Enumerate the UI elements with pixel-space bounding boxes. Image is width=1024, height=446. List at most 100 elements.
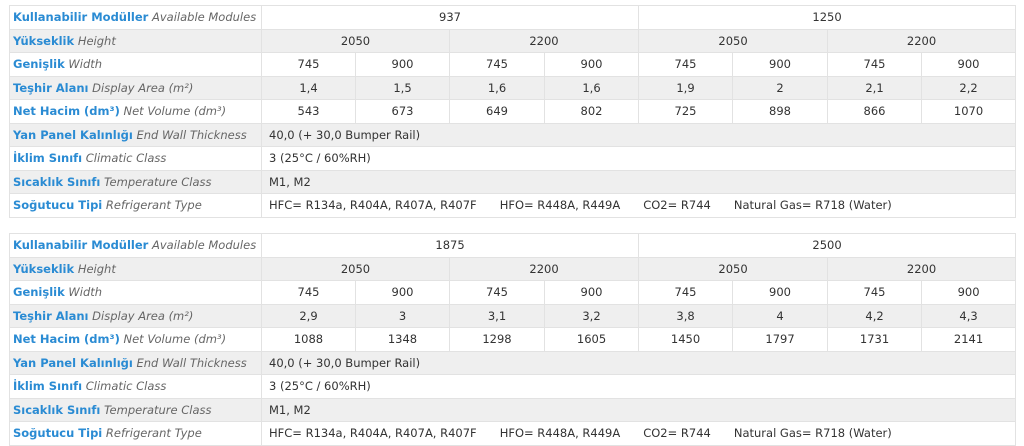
display-area-value: 4,2 <box>827 303 923 328</box>
refrigerant-label: Soğutucu Tipi Refrigerant Type <box>9 193 262 218</box>
refrigerant-co2: CO2= R744 <box>643 426 711 441</box>
width-value: 900 <box>732 280 829 305</box>
width-value: 745 <box>261 52 356 77</box>
net-volume-value: 866 <box>827 99 923 124</box>
temperature-value: M1, M2 <box>260 169 1017 194</box>
width-label: Genişlik Width <box>9 280 262 305</box>
height-value: 2200 <box>827 256 1017 281</box>
end-wall-value: 40,0 (+ 30,0 Bumper Rail) <box>260 350 1017 375</box>
width-value: 900 <box>355 280 450 305</box>
net-volume-value: 2141 <box>921 327 1017 352</box>
net-volume-value: 1605 <box>543 327 640 352</box>
height-value: 2050 <box>638 256 829 281</box>
width-value: 745 <box>638 52 734 77</box>
modules-label: Kullanabilir Modüller Available Modules <box>9 233 262 258</box>
refrigerant-hfo: HFO= R448A, R449A <box>499 198 621 213</box>
end-wall-label: Yan Panel Kalınlığı End Wall Thickness <box>9 350 262 375</box>
height-row: Yükseklik Height 2050 2200 2050 2200 <box>9 28 1017 53</box>
display-area-label: Teşhir Alanı Display Area (m²) <box>9 75 262 100</box>
display-area-value: 2,9 <box>261 303 356 328</box>
width-value: 745 <box>261 280 356 305</box>
net-volume-value: 543 <box>261 99 356 124</box>
width-value: 900 <box>543 52 640 77</box>
width-label: Genişlik Width <box>9 52 262 77</box>
height-value: 2050 <box>261 28 450 53</box>
refrigerant-value: HFC= R134a, R404A, R407A, R407F HFO= R448… <box>260 421 1017 446</box>
width-value: 900 <box>543 280 640 305</box>
net-volume-value: 898 <box>732 99 829 124</box>
display-area-value: 1,5 <box>355 75 450 100</box>
refrigerant-hfc: HFC= R134a, R404A, R407A, R407F <box>269 426 477 441</box>
spec-table-2: Kullanabilir Modüller Available Modules … <box>9 233 1017 446</box>
end-wall-row: Yan Panel Kalınlığı End Wall Thickness 4… <box>9 350 1017 375</box>
height-label: Yükseklik Height <box>9 28 262 53</box>
width-value: 900 <box>355 52 450 77</box>
module-value: 1875 <box>260 233 640 258</box>
display-area-value: 4 <box>732 303 829 328</box>
refrigerant-value: HFC= R134a, R404A, R407A, R407F HFO= R448… <box>260 193 1017 218</box>
net-volume-value: 1731 <box>827 327 923 352</box>
display-area-value: 1,9 <box>638 75 734 100</box>
refrigerant-natural-gas: Natural Gas= R718 (Water) <box>733 426 892 441</box>
refrigerant-label: Soğutucu Tipi Refrigerant Type <box>9 421 262 446</box>
climatic-row: İklim Sınıfı Climatic Class 3 (25°C / 60… <box>9 146 1017 171</box>
width-value: 900 <box>921 52 1017 77</box>
module-value: 1250 <box>638 5 1017 30</box>
net-volume-value: 802 <box>543 99 640 124</box>
climatic-label: İklim Sınıfı Climatic Class <box>9 146 262 171</box>
display-area-value: 2,2 <box>921 75 1017 100</box>
net-volume-value: 1348 <box>355 327 450 352</box>
net-volume-value: 1088 <box>261 327 356 352</box>
net-volume-value: 1797 <box>732 327 829 352</box>
width-value: 745 <box>827 52 923 77</box>
display-area-value: 3,2 <box>543 303 640 328</box>
net-volume-label: Net Hacim (dm³) Net Volume (dm³) <box>9 99 262 124</box>
width-row: Genişlik Width 745 900 745 900 745 900 7… <box>9 280 1017 305</box>
refrigerant-co2: CO2= R744 <box>643 198 711 213</box>
temperature-row: Sıcaklık Sınıfı Temperature Class M1, M2 <box>9 397 1017 422</box>
net-volume-value: 725 <box>638 99 734 124</box>
height-row: Yükseklik Height 2050 2200 2050 2200 <box>9 256 1017 281</box>
net-volume-value: 649 <box>449 99 545 124</box>
climatic-value: 3 (25°C / 60%RH) <box>260 374 1017 399</box>
display-area-value: 1,6 <box>543 75 640 100</box>
width-value: 900 <box>921 280 1017 305</box>
width-value: 745 <box>638 280 734 305</box>
temperature-value: M1, M2 <box>260 397 1017 422</box>
display-area-value: 2,1 <box>827 75 923 100</box>
height-label: Yükseklik Height <box>9 256 262 281</box>
width-value: 745 <box>449 280 545 305</box>
width-value: 745 <box>449 52 545 77</box>
temperature-row: Sıcaklık Sınıfı Temperature Class M1, M2 <box>9 169 1017 194</box>
display-area-value: 1,4 <box>261 75 356 100</box>
refrigerant-hfo: HFO= R448A, R449A <box>499 426 621 441</box>
modules-label: Kullanabilir Modüller Available Modules <box>9 5 262 30</box>
refrigerant-hfc: HFC= R134a, R404A, R407A, R407F <box>269 198 477 213</box>
width-value: 745 <box>827 280 923 305</box>
climatic-label: İklim Sınıfı Climatic Class <box>9 374 262 399</box>
height-value: 2200 <box>448 28 640 53</box>
display-area-value: 3,1 <box>449 303 545 328</box>
height-value: 2200 <box>448 256 640 281</box>
refrigerant-natural-gas: Natural Gas= R718 (Water) <box>733 198 892 213</box>
modules-row: Kullanabilir Modüller Available Modules … <box>9 233 1017 258</box>
display-area-value: 3,8 <box>638 303 734 328</box>
net-volume-row: Net Hacim (dm³) Net Volume (dm³) 1088 13… <box>9 327 1017 352</box>
refrigerant-row: Soğutucu Tipi Refrigerant Type HFC= R134… <box>9 193 1017 218</box>
end-wall-row: Yan Panel Kalınlığı End Wall Thickness 4… <box>9 122 1017 147</box>
net-volume-value: 1298 <box>449 327 545 352</box>
climatic-row: İklim Sınıfı Climatic Class 3 (25°C / 60… <box>9 374 1017 399</box>
display-area-label: Teşhir Alanı Display Area (m²) <box>9 303 262 328</box>
net-volume-value: 673 <box>355 99 450 124</box>
height-value: 2050 <box>638 28 829 53</box>
width-value: 900 <box>732 52 829 77</box>
width-row: Genişlik Width 745 900 745 900 745 900 7… <box>9 52 1017 77</box>
end-wall-label: Yan Panel Kalınlığı End Wall Thickness <box>9 122 262 147</box>
refrigerant-row: Soğutucu Tipi Refrigerant Type HFC= R134… <box>9 421 1017 446</box>
module-value: 2500 <box>638 233 1017 258</box>
display-area-row: Teşhir Alanı Display Area (m²) 2,9 3 3,1… <box>9 303 1017 328</box>
end-wall-value: 40,0 (+ 30,0 Bumper Rail) <box>260 122 1017 147</box>
net-volume-value: 1450 <box>638 327 734 352</box>
display-area-value: 1,6 <box>449 75 545 100</box>
height-value: 2050 <box>261 256 450 281</box>
